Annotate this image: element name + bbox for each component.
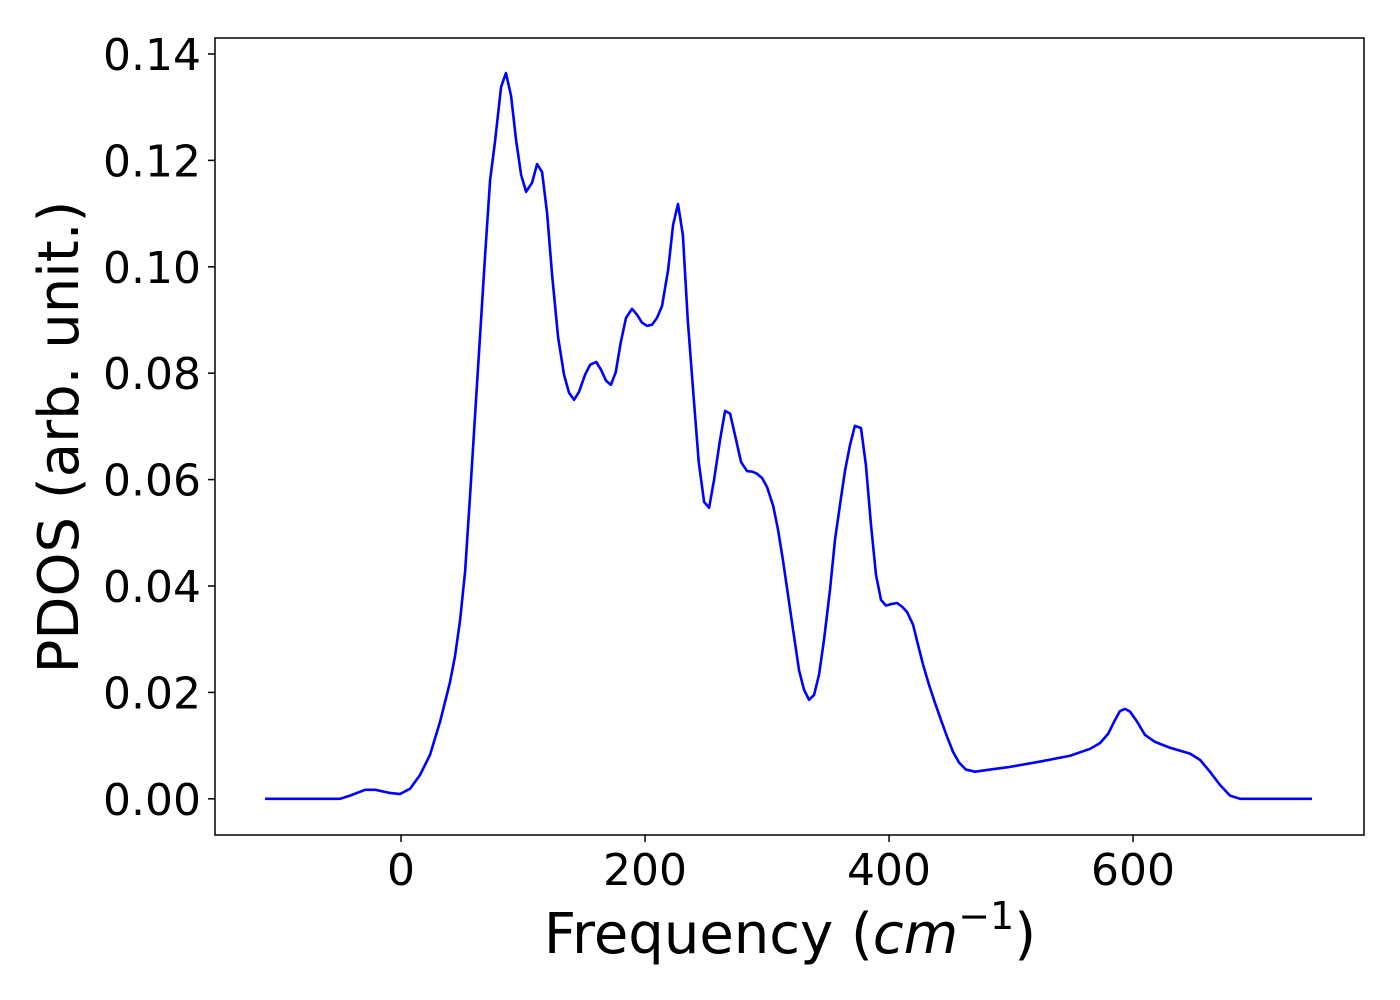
y-tick-label: 0.10 — [103, 243, 201, 294]
x-label-close: ) — [1014, 902, 1036, 967]
y-tick-label: 0.14 — [103, 30, 201, 81]
x-tick-label: 400 — [847, 845, 931, 896]
x-label-math: cm — [873, 902, 958, 967]
x-label-text: Frequency ( — [544, 902, 873, 967]
y-tick-label: 0.04 — [103, 562, 201, 613]
y-axis-label: PDOS (arb. unit.) — [27, 201, 92, 674]
x-tick-label: 200 — [603, 845, 687, 896]
y-tick-label: 0.06 — [103, 456, 201, 507]
data-line — [265, 71, 1313, 801]
y-tick-label: 0.08 — [103, 349, 201, 400]
y-tick-label: 0.00 — [103, 775, 201, 826]
x-label-sup: −1 — [958, 894, 1014, 938]
plot-frame — [214, 37, 1365, 836]
x-axis-label: Frequency (cm−1) — [544, 894, 1036, 967]
x-tick-label: 600 — [1091, 845, 1175, 896]
x-tick-label: 0 — [387, 845, 415, 896]
y-tick-label: 0.02 — [103, 668, 201, 719]
y-tick-label: 0.12 — [103, 136, 201, 187]
